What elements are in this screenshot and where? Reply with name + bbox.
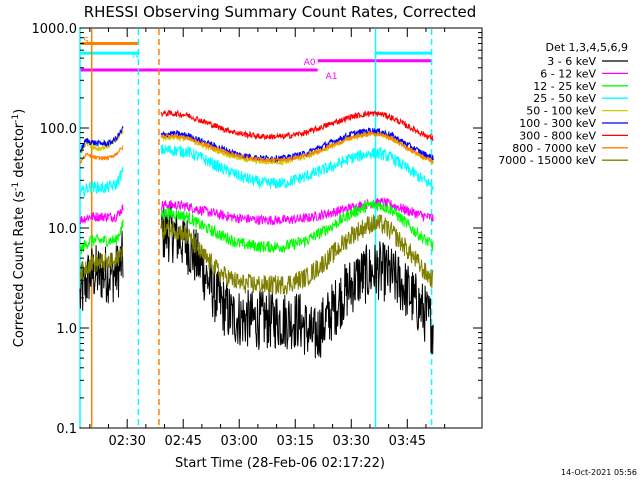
series-line <box>79 145 124 165</box>
y-tick-label: 1.0 <box>56 322 77 337</box>
series-line <box>160 202 434 359</box>
legend-label: 7000 - 15000 keV <box>498 154 596 167</box>
y-axis-label-part: Corrected Count Rate (s <box>12 191 27 348</box>
x-tick-label: 02:45 <box>164 434 201 449</box>
legend-label: 3 - 6 keV <box>547 55 596 68</box>
series-line <box>79 231 124 311</box>
y-tick-label: 1000.0 <box>32 22 78 37</box>
x-tick-label: 02:30 <box>108 434 145 449</box>
legend-label: 6 - 12 keV <box>540 67 596 80</box>
timestamp: 14-Oct-2021 05:56 <box>561 468 637 477</box>
y-tick-label: 100.0 <box>40 122 77 137</box>
series-line <box>160 196 434 226</box>
x-tick-label: 03:45 <box>389 434 426 449</box>
x-axis-label: Start Time (28-Feb-06 02:17:22) <box>175 456 385 471</box>
series-line <box>79 204 124 224</box>
y-axis-label-sup: -1 <box>11 114 21 123</box>
y-axis-label-sup: -1 <box>11 182 21 191</box>
series-line <box>160 109 434 141</box>
x-tick-label: 03:00 <box>220 434 257 449</box>
plot-frame <box>79 27 483 429</box>
series-line <box>160 214 434 296</box>
series-lines <box>79 109 434 359</box>
flag-label: A1 <box>326 72 338 82</box>
legend-label: 12 - 25 keV <box>533 80 596 93</box>
legend-label: 100 - 300 keV <box>519 117 596 130</box>
series-line <box>79 167 124 198</box>
y-axis-label: Corrected Count Rate (s-1 detector-1) <box>11 109 27 347</box>
x-axis-ticks: 02:30 02:45 03:00 03:15 03:30 03:45 <box>89 28 446 449</box>
y-axis-label-part: detector <box>12 122 27 182</box>
y-axis-ticks: 0.1 1.0 10.0 100.0 1000.0 <box>32 22 482 437</box>
flag-label: N <box>132 51 139 61</box>
y-tick-label: 0.1 <box>56 422 77 437</box>
x-tick-label: 03:15 <box>277 434 314 449</box>
x-tick-label: 03:30 <box>333 434 370 449</box>
legend-label: 50 - 100 keV <box>526 105 596 118</box>
y-axis-label-part: ) <box>12 109 27 114</box>
series-line <box>160 144 434 191</box>
flag-bars: S N A0 A1 <box>80 36 432 82</box>
series-line <box>79 245 124 283</box>
legend-label: 800 - 7000 keV <box>512 142 596 155</box>
series-line <box>79 125 124 153</box>
series-line <box>79 219 124 255</box>
legend-title: Det 1,3,4,5,6,9 <box>545 41 628 54</box>
series-line <box>160 199 434 254</box>
flag-label: S <box>83 36 89 46</box>
legend-label: 300 - 800 keV <box>519 129 596 142</box>
y-tick-label: 10.0 <box>48 222 77 237</box>
legend-label: 25 - 50 keV <box>533 92 596 105</box>
flag-label: A0 <box>304 58 316 68</box>
chart-title: RHESSI Observing Summary Count Rates, Co… <box>84 3 477 21</box>
series-line <box>160 130 434 164</box>
